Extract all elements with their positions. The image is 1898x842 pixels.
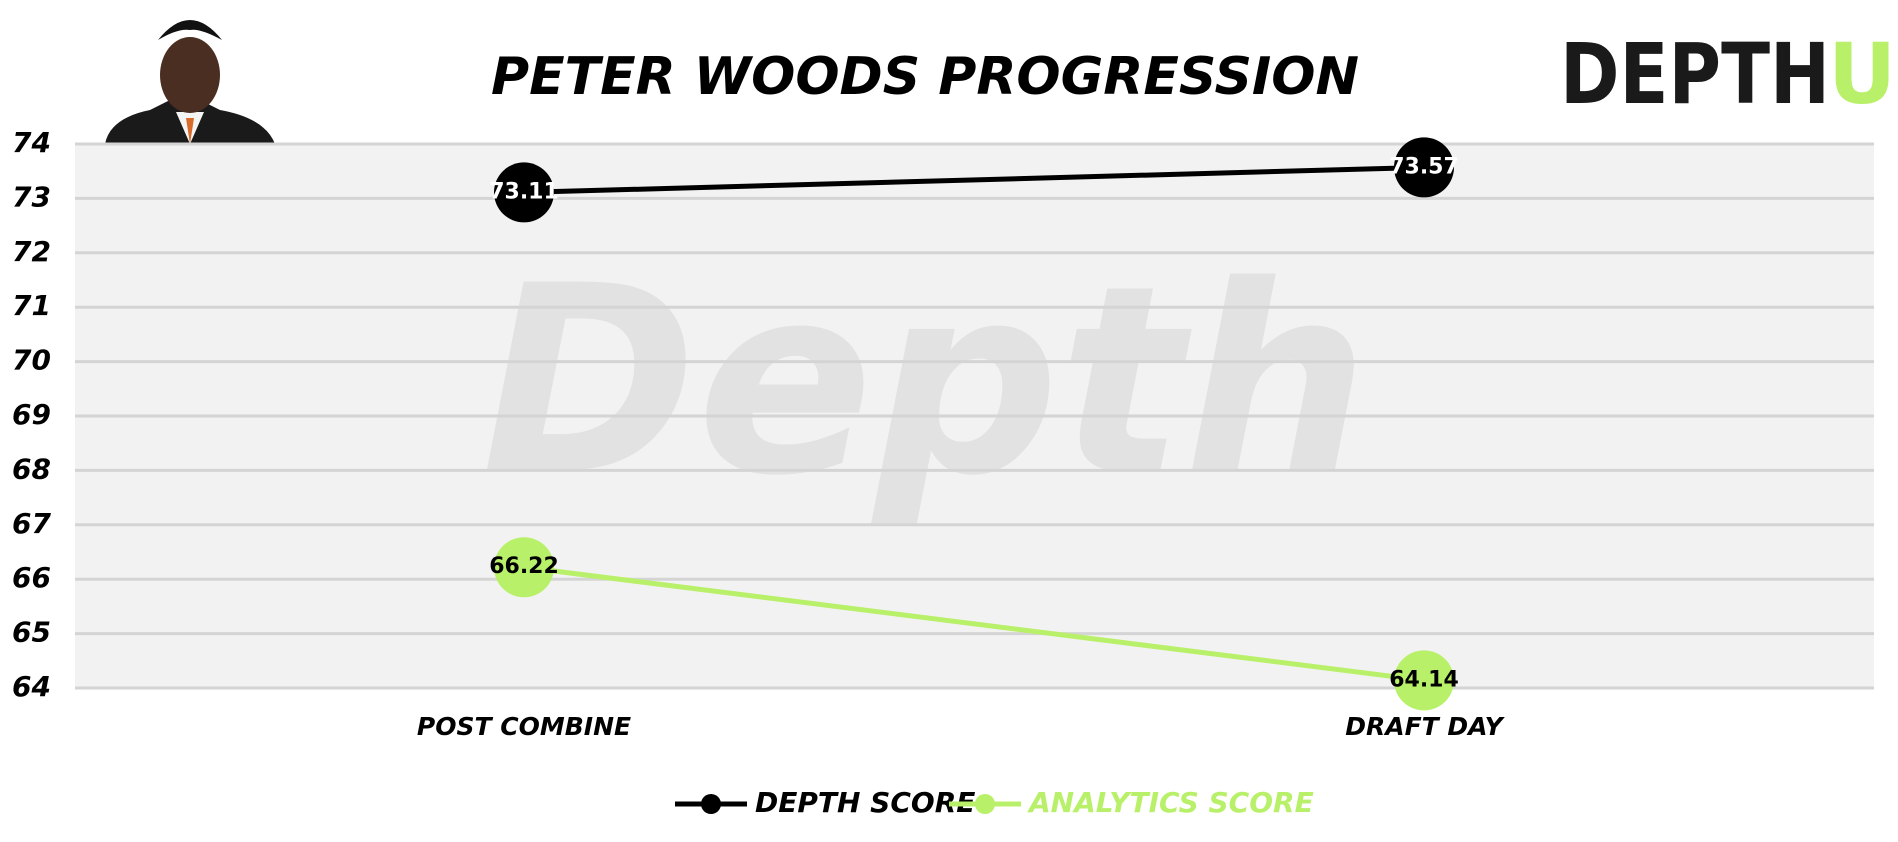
data-label: 64.14 (1389, 667, 1459, 692)
chart-title: PETER WOODS PROGRESSION (491, 47, 1359, 107)
legend-marker (701, 794, 721, 814)
x-tick-label: DRAFT DAY (1345, 712, 1505, 741)
data-label: 73.57 (1389, 154, 1459, 179)
y-tick-label: 71 (12, 289, 51, 322)
x-tick-label: POST COMBINE (417, 712, 631, 741)
legend-label: DEPTH SCORE (755, 786, 975, 819)
data-point (494, 162, 554, 223)
player-photo (105, 20, 275, 144)
y-tick-label: 70 (12, 344, 51, 377)
logo: DEPTH (1560, 25, 1830, 123)
legend-marker (975, 794, 995, 814)
y-tick-label: 73 (12, 180, 51, 213)
y-tick-label: 74 (12, 126, 51, 159)
data-point (1394, 137, 1454, 198)
y-tick-label: 67 (12, 507, 51, 540)
data-label: 66.22 (489, 554, 559, 579)
y-tick-label: 65 (12, 616, 51, 649)
data-point (1394, 650, 1454, 711)
y-tick-label: 69 (12, 398, 51, 431)
legend-label: ANALYTICS SCORE (1027, 786, 1314, 819)
data-label: 73.11 (489, 179, 559, 204)
y-tick-label: 68 (12, 452, 51, 485)
y-tick-label: 64 (12, 670, 51, 703)
logo-accent: U (1828, 25, 1896, 123)
watermark: Depth (481, 231, 1369, 533)
series-line (523, 164, 1425, 195)
y-tick-label: 72 (12, 235, 51, 268)
data-point (494, 537, 554, 598)
series-line (523, 564, 1425, 683)
y-tick-label: 66 (12, 561, 51, 594)
